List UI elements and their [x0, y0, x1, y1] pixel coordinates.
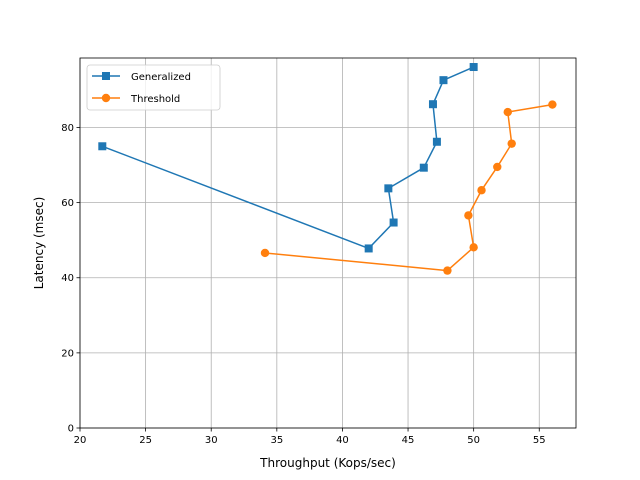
data-point-threshold: [443, 266, 452, 275]
series-layer: [98, 63, 557, 275]
series-threshold: [260, 100, 557, 275]
data-point-threshold: [260, 248, 270, 258]
data-point-generalized: [384, 184, 393, 193]
data-point-generalized: [428, 100, 437, 109]
data-point-generalized: [432, 137, 441, 146]
y-tick-label: 40: [61, 273, 74, 284]
x-tick-label: 40: [336, 435, 349, 446]
legend-label-generalized: Generalized: [131, 72, 191, 83]
series-generalized: [98, 63, 478, 253]
x-tick-label: 55: [533, 435, 546, 446]
x-axis-label: Throughput (Kops/sec): [259, 456, 396, 470]
plot-frame: [79, 57, 577, 429]
data-point-threshold: [469, 243, 478, 252]
data-point-generalized: [98, 142, 107, 151]
legend-box: [86, 64, 221, 111]
data-point-generalized: [439, 76, 448, 85]
y-axis-ticks: 0 20 40 60 80: [61, 123, 80, 435]
data-point-threshold: [548, 100, 557, 109]
legend-marker-generalized: [102, 72, 110, 80]
data-point-generalized: [419, 163, 428, 172]
data-point-generalized: [469, 63, 478, 72]
y-tick-label: 80: [61, 123, 74, 134]
x-tick-label: 25: [139, 435, 152, 446]
x-tick-label: 45: [402, 435, 415, 446]
y-tick-label: 20: [61, 348, 74, 359]
data-point-threshold: [503, 107, 512, 117]
legend: Generalized Threshold: [86, 64, 221, 111]
data-point-generalized: [364, 244, 373, 253]
data-point-threshold: [477, 186, 486, 195]
data-point-threshold: [507, 139, 516, 148]
x-tick-label: 35: [270, 435, 283, 446]
data-point-threshold: [493, 162, 502, 172]
x-axis-ticks: 20 25 30 35 40 45 50 55: [74, 428, 546, 446]
data-point-threshold: [464, 211, 473, 220]
y-axis-label: Latency (msec): [32, 197, 46, 290]
y-tick-label: 60: [61, 198, 74, 209]
x-tick-label: 20: [74, 435, 87, 446]
x-tick-label: 50: [467, 435, 480, 446]
legend-marker-threshold: [101, 93, 111, 103]
x-tick-label: 30: [205, 435, 218, 446]
data-point-generalized: [389, 218, 398, 227]
y-tick-label: 0: [68, 424, 74, 435]
legend-label-threshold: Threshold: [130, 94, 180, 105]
